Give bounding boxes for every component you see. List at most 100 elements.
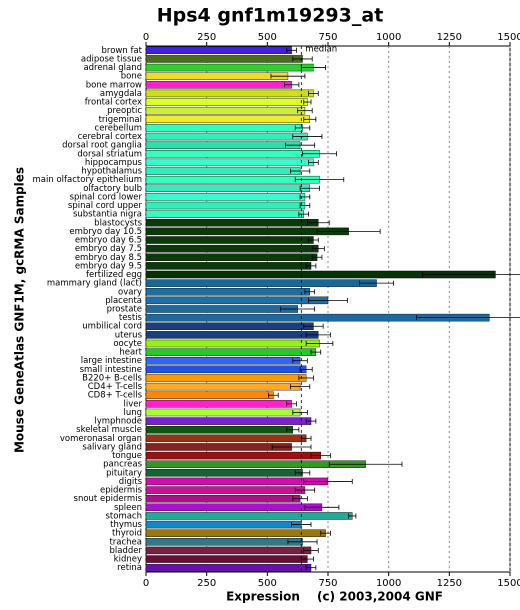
bar <box>145 451 321 460</box>
bar <box>145 72 289 80</box>
bar <box>145 296 329 305</box>
bar <box>145 106 306 115</box>
bar <box>145 339 320 348</box>
category-label: bladder <box>110 546 143 556</box>
category-label: olfactory bulb <box>83 184 142 194</box>
bar <box>145 434 307 443</box>
bar <box>145 132 308 141</box>
bar <box>145 193 306 201</box>
category-label: fertilized egg <box>86 270 142 280</box>
category-label: preoptic <box>107 106 142 116</box>
bar <box>145 210 304 218</box>
x-tick-label: 0 <box>143 578 149 589</box>
bar <box>145 253 318 261</box>
bar <box>145 563 312 572</box>
category-label: digits <box>119 477 143 487</box>
x-tick-label: 0 <box>143 32 149 43</box>
category-label: large intestine <box>81 356 142 366</box>
category-label: embryo day 6.5 <box>75 236 142 246</box>
bar <box>145 546 312 555</box>
bar <box>145 98 308 106</box>
category-label: embryo day 10.5 <box>69 227 142 237</box>
x-tick-label: 500 <box>258 578 277 589</box>
bar <box>145 219 319 227</box>
x-tick-label: 750 <box>318 578 337 589</box>
category-label: thymus <box>110 520 142 530</box>
bar <box>145 400 292 408</box>
bar <box>145 81 292 89</box>
x-tick-label: 500 <box>258 32 277 43</box>
category-label: embryo day 9.5 <box>75 261 142 271</box>
category-label: oocyte <box>113 339 142 349</box>
category-label: mammary gland (lact) <box>47 279 142 289</box>
bar <box>145 538 303 546</box>
category-label: lymphnode <box>94 417 142 427</box>
bar <box>145 417 312 425</box>
bar <box>145 486 306 494</box>
y-axis-label: Mouse GeneAtlas GNF1M, gcRMA Samples <box>13 167 27 453</box>
category-label: frontal cortex <box>85 98 142 108</box>
category-label: vomeronasal organ <box>60 434 142 444</box>
category-label: bone <box>121 72 142 82</box>
bar <box>145 124 303 132</box>
category-label: cerebral cortex <box>78 132 142 142</box>
category-label: dorsal root ganglia <box>62 141 142 151</box>
category-label: skeletal muscle <box>76 425 142 435</box>
bar <box>145 425 294 434</box>
category-label: kidney <box>114 555 142 565</box>
bar <box>145 443 292 451</box>
category-label: thyroid <box>112 529 142 539</box>
category-label: spinal cord lower <box>70 192 143 202</box>
bar <box>145 374 307 382</box>
category-label: CD4+ T-cells <box>88 382 143 392</box>
bar <box>145 55 303 63</box>
category-label: adrenal gland <box>83 63 142 73</box>
bar <box>145 512 353 520</box>
bar <box>145 469 303 477</box>
bar <box>145 262 312 270</box>
bar <box>145 365 307 374</box>
bar <box>145 331 319 339</box>
bar <box>145 115 311 124</box>
category-label: pancreas <box>103 460 142 470</box>
category-label: heart <box>119 348 142 358</box>
bar <box>145 322 314 330</box>
bar <box>145 348 317 356</box>
category-label: epidermis <box>100 486 143 496</box>
x-axis-label: Expression <box>226 590 300 604</box>
bar <box>145 555 308 563</box>
category-label: trigeminal <box>99 115 142 125</box>
x-tick-label: 750 <box>318 32 337 43</box>
credit: (c) 2003,2004 GNF <box>317 590 443 604</box>
category-label: cerebellum <box>95 123 142 133</box>
category-label: blastocysts <box>94 218 142 228</box>
x-tick-label: 1250 <box>437 578 462 589</box>
category-label: hypothalamus <box>81 167 142 177</box>
bar <box>145 305 298 313</box>
x-tick-label: 1250 <box>437 32 462 43</box>
category-label: embryo day 7.5 <box>75 244 142 254</box>
category-label: snout epidermis <box>74 494 143 504</box>
bar <box>145 244 319 253</box>
bar <box>145 391 274 399</box>
bar <box>145 529 326 537</box>
category-label: lung <box>123 408 142 418</box>
category-label: brown fat <box>102 46 143 56</box>
category-label: uterus <box>115 330 143 340</box>
bar <box>145 175 320 184</box>
bar <box>145 520 302 529</box>
category-label: spleen <box>114 503 142 513</box>
category-label: ovary <box>118 287 142 297</box>
category-label: adipose tissue <box>81 54 142 64</box>
bar <box>145 288 311 296</box>
bar <box>145 408 301 417</box>
x-tick-label: 1500 <box>497 578 520 589</box>
category-label: placenta <box>105 296 142 306</box>
category-label: retina <box>117 563 142 573</box>
category-label: tongue <box>112 451 142 461</box>
category-label: spinal cord upper <box>68 201 143 211</box>
bar <box>145 503 323 512</box>
bar <box>145 357 301 365</box>
bar <box>145 236 314 244</box>
bar <box>145 494 301 503</box>
